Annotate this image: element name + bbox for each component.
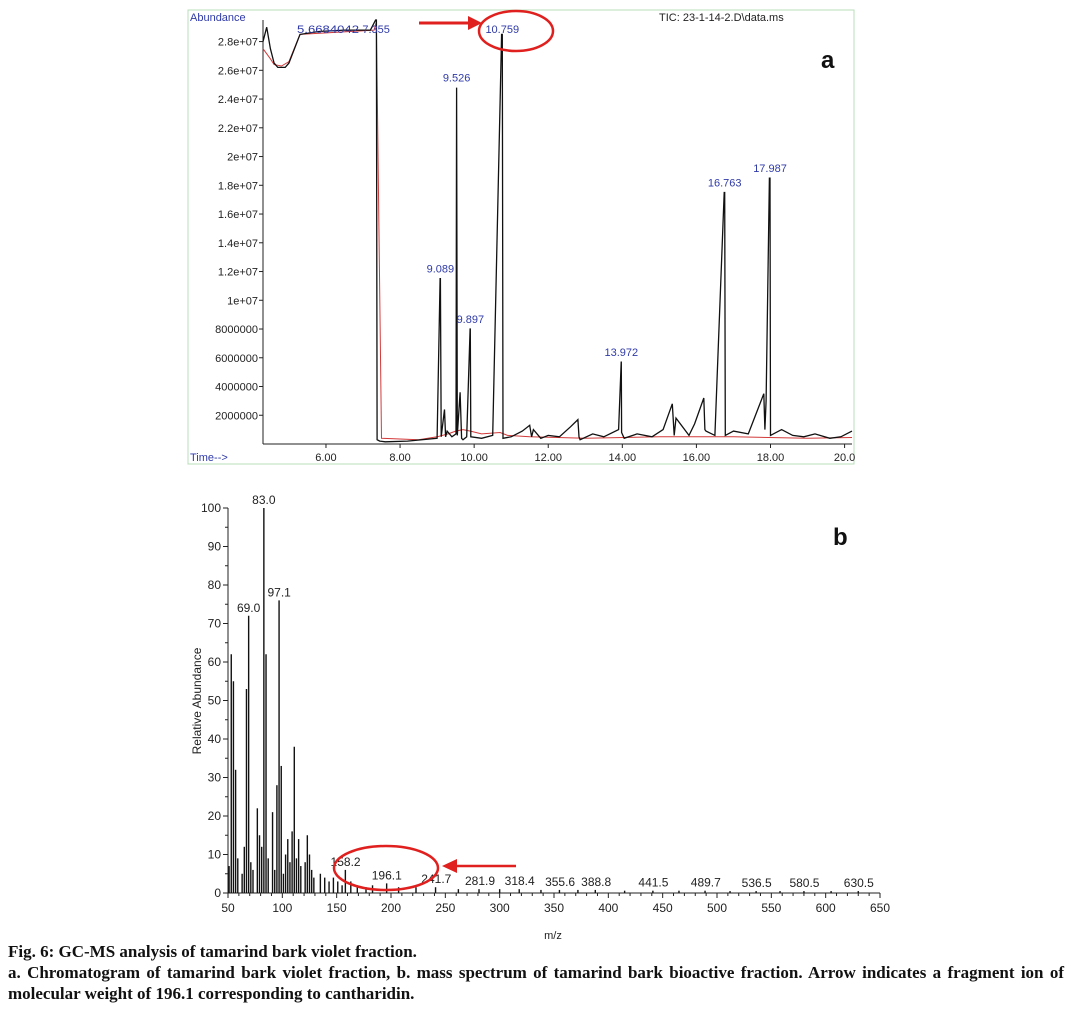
- mass-spectrum-peak-label: 97.1: [268, 585, 292, 599]
- mass-spectrum-y-tick-label: 30: [208, 771, 222, 785]
- mass-spectrum-x-tick-label: 100: [272, 901, 292, 915]
- highlight-circle-a: [477, 9, 555, 53]
- mass-spectrum-bars: [228, 508, 859, 893]
- mass-spectrum-y-tick-label: 0: [214, 886, 221, 900]
- panel-letter-a: a: [821, 47, 835, 74]
- chromatogram-peak-label: 17.987: [753, 163, 787, 175]
- chromatogram-x-tick-label: 16.00: [683, 452, 711, 464]
- mass-spectrum-y-tick-label: 90: [208, 540, 222, 554]
- mass-spectrum-y-tick-label: 10: [208, 848, 222, 862]
- chromatogram-peak-label: 9.089: [427, 264, 455, 276]
- chromatogram-peak-label: 16.763: [708, 177, 742, 189]
- mass-spectrum-peak-label: 441.5: [638, 876, 668, 890]
- chromatogram-y-tick-label: 1.2e+07: [218, 267, 258, 279]
- mass-spectrum-x-tick-label: 50: [221, 901, 235, 915]
- chromatogram-x-tick-label: 8.00: [389, 452, 410, 464]
- chromatogram-baseline-trace: [262, 21, 853, 441]
- chromatogram-series: [262, 19, 853, 443]
- mass-spectrum-y-tick-label: 20: [208, 809, 222, 823]
- chromatogram-peak-label: 9.897: [457, 314, 485, 326]
- mass-spectrum-peak-label: 83.0: [252, 493, 276, 507]
- mass-spectrum-peak-label: 355.6: [545, 875, 575, 889]
- chromatogram-peak-label: 9.526: [443, 73, 471, 85]
- mass-spectrum-peak-label: 281.9: [465, 874, 495, 888]
- chromatogram-y-tick-label: 2000000: [215, 410, 258, 422]
- mass-spectrum-x-tick-label: 450: [653, 901, 673, 915]
- figure-caption-body: a. Chromatogram of tamarind bark violet …: [8, 963, 1064, 1003]
- mass-spectrum-y-tick-label: 70: [208, 617, 222, 631]
- mass-spectrum-peak-label: 241.7: [421, 872, 451, 886]
- mass-spectrum-x-tick-label: 350: [544, 901, 564, 915]
- chromatogram-y-tick-label: 2.4e+07: [218, 94, 258, 106]
- chromatogram-y-tick-label: 2e+07: [227, 152, 258, 164]
- chromatogram-y-tick-label: 2.8e+07: [218, 37, 258, 49]
- chromatogram-x-axis-title: Time-->: [190, 452, 228, 464]
- chromatogram-x-tick-label: 14.00: [609, 452, 637, 464]
- mass-spectrum-peak-label: 536.5: [742, 876, 772, 890]
- mass-spectrum-x-tick-label: 600: [816, 901, 836, 915]
- figure-caption-title: Fig. 6: GC-MS analysis of tamarind bark …: [8, 942, 417, 961]
- chromatogram-y-tick-label: 4000000: [215, 382, 258, 394]
- chromatogram-y-axis-title: Abundance: [190, 12, 246, 24]
- mass-spectrum-axes: 0 10 20 30 40 50 60 70 80 90 100 50 100 150 200 250 300 3…: [201, 501, 890, 915]
- highlight-circle-b: [332, 844, 440, 892]
- chromatogram-cluttered-label: 5.6684042: [297, 24, 359, 36]
- mass-spectrum-y-tick-label: 80: [208, 578, 222, 592]
- mass-spectrum-peak-label: 196.1: [372, 868, 402, 882]
- chromatogram-x-tick-label: 12.00: [534, 452, 562, 464]
- chromatogram-x-tick-label: 20.0: [834, 452, 855, 464]
- mass-spectrum-x-tick-label: 400: [598, 901, 618, 915]
- mass-spectrum-y-tick-label: 60: [208, 655, 222, 669]
- mass-spectrum-y-tick-label: 50: [208, 694, 222, 708]
- mass-spectrum-x-tick-label: 200: [381, 901, 401, 915]
- panel-letter-b: b: [833, 524, 848, 551]
- chromatogram-y-tick-label: 8000000: [215, 324, 258, 336]
- mass-spectrum-peak-label: 69.0: [237, 601, 261, 615]
- mass-spectrum-x-tick-label: 150: [327, 901, 347, 915]
- chromatogram-peak-label: 7.355: [362, 24, 390, 36]
- chromatogram-x-tick-label: 18.00: [757, 452, 785, 464]
- mass-spectrum-peak-label: 580.5: [789, 876, 819, 890]
- chromatogram-y-tick-label: 2.6e+07: [218, 65, 258, 77]
- chromatogram-y-tick-label: 6000000: [215, 353, 258, 365]
- mass-spectrum-panel: 0 10 20 30 40 50 60 70 80 90 100 50 100 150 200 250 300 3…: [190, 493, 890, 940]
- chromatogram-y-tick-label: 1.8e+07: [218, 180, 258, 192]
- highlight-annotation-a: [419, 9, 555, 53]
- mass-spectrum-x-tick-label: 500: [707, 901, 727, 915]
- chromatogram-tic-trace: [262, 19, 853, 443]
- chromatogram-y-tick-label: 1e+07: [227, 295, 258, 307]
- mass-spectrum-peak-label: 630.5: [844, 876, 874, 890]
- mass-spectrum-x-tick-label: 300: [490, 901, 510, 915]
- mass-spectrum-x-axis-title: m/z: [544, 930, 562, 940]
- mass-spectrum-peak-label: 318.4: [505, 874, 535, 888]
- highlight-annotation-b: [332, 844, 516, 892]
- mass-spectrum-y-tick-label: 40: [208, 732, 222, 746]
- arrow-head-a: [468, 16, 482, 30]
- chromatogram-x-tick-label: 10.00: [460, 452, 488, 464]
- arrow-head-b: [442, 859, 457, 873]
- chromatogram-panel: 2000000 4000000 6000000 8000000 1e+07 1.2e+07…: [187, 9, 855, 465]
- chromatogram-peak-label: 10.759: [485, 24, 519, 36]
- mass-spectrum-peak-label: 388.8: [581, 875, 611, 889]
- mass-spectrum-peak-label: 489.7: [691, 876, 721, 890]
- mass-spectrum-x-tick-label: 250: [435, 901, 455, 915]
- chromatogram-tic-title: TIC: 23-1-14-2.D\data.ms: [659, 12, 784, 24]
- chromatogram-y-tick-label: 1.6e+07: [218, 209, 258, 221]
- mass-spectrum-x-tick-label: 650: [870, 901, 890, 915]
- mass-spectrum-y-axis-title: Relative Abundance: [190, 647, 204, 754]
- chromatogram-peak-labels: 7.355 9.089 9.526 9.897 10.759 13.972 16.763 17…: [362, 24, 786, 359]
- chromatogram-x-tick-label: 6.00: [315, 452, 336, 464]
- chromatogram-axes: 2000000 4000000 6000000 8000000 1e+07 1.2e+07…: [215, 20, 855, 464]
- chromatogram-peak-label: 13.972: [604, 347, 638, 359]
- mass-spectrum-x-tick-label: 550: [761, 901, 781, 915]
- chromatogram-y-tick-label: 1.4e+07: [218, 238, 258, 250]
- mass-spectrum-y-tick-label: 100: [201, 501, 221, 515]
- chromatogram-y-tick-label: 2.2e+07: [218, 123, 258, 135]
